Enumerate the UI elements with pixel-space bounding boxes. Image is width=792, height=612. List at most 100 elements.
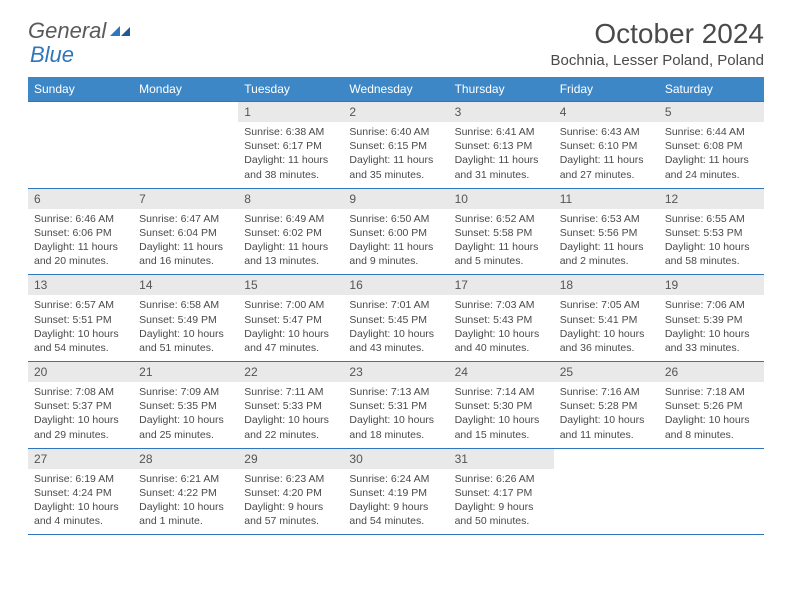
day-detail-line: Sunset: 5:33 PM <box>244 399 337 413</box>
day-detail-line: and 40 minutes. <box>455 341 548 355</box>
day-details: Sunrise: 6:41 AMSunset: 6:13 PMDaylight:… <box>449 122 554 188</box>
day-details: Sunrise: 6:49 AMSunset: 6:02 PMDaylight:… <box>238 209 343 275</box>
day-detail-line: and 2 minutes. <box>560 254 653 268</box>
day-details: Sunrise: 7:08 AMSunset: 5:37 PMDaylight:… <box>28 382 133 448</box>
day-detail-line: Daylight: 11 hours <box>665 153 758 167</box>
day-detail-line: and 31 minutes. <box>455 168 548 182</box>
week-row: 13Sunrise: 6:57 AMSunset: 5:51 PMDayligh… <box>28 275 764 362</box>
day-details: Sunrise: 7:18 AMSunset: 5:26 PMDaylight:… <box>659 382 764 448</box>
day-detail-line: Sunrise: 6:44 AM <box>665 125 758 139</box>
day-number: 29 <box>238 449 343 469</box>
day-detail-line: Daylight: 10 hours <box>560 413 653 427</box>
day-number: 30 <box>343 449 448 469</box>
day-cell: 29Sunrise: 6:23 AMSunset: 4:20 PMDayligh… <box>238 448 343 535</box>
day-cell <box>133 102 238 189</box>
day-detail-line: Sunrise: 6:26 AM <box>455 472 548 486</box>
day-detail-line: and 58 minutes. <box>665 254 758 268</box>
day-number: 17 <box>449 275 554 295</box>
day-cell: 5Sunrise: 6:44 AMSunset: 6:08 PMDaylight… <box>659 102 764 189</box>
day-cell: 26Sunrise: 7:18 AMSunset: 5:26 PMDayligh… <box>659 362 764 449</box>
day-detail-line: Daylight: 11 hours <box>34 240 127 254</box>
day-detail-line: and 43 minutes. <box>349 341 442 355</box>
day-details: Sunrise: 7:00 AMSunset: 5:47 PMDaylight:… <box>238 295 343 361</box>
day-detail-line: Sunset: 6:06 PM <box>34 226 127 240</box>
day-number: 7 <box>133 189 238 209</box>
day-detail-line: and 25 minutes. <box>139 428 232 442</box>
day-detail-line: Daylight: 11 hours <box>560 240 653 254</box>
day-number: 31 <box>449 449 554 469</box>
logo-flag-icon <box>110 22 132 40</box>
day-detail-line: Sunrise: 6:23 AM <box>244 472 337 486</box>
day-detail-line: Sunrise: 6:49 AM <box>244 212 337 226</box>
day-detail-line: Sunset: 5:43 PM <box>455 313 548 327</box>
day-cell: 2Sunrise: 6:40 AMSunset: 6:15 PMDaylight… <box>343 102 448 189</box>
location-text: Bochnia, Lesser Poland, Poland <box>551 52 764 69</box>
day-detail-line: Sunset: 5:49 PM <box>139 313 232 327</box>
day-number: 27 <box>28 449 133 469</box>
day-cell: 1Sunrise: 6:38 AMSunset: 6:17 PMDaylight… <box>238 102 343 189</box>
day-cell: 14Sunrise: 6:58 AMSunset: 5:49 PMDayligh… <box>133 275 238 362</box>
day-cell: 11Sunrise: 6:53 AMSunset: 5:56 PMDayligh… <box>554 188 659 275</box>
day-detail-line: and 4 minutes. <box>34 514 127 528</box>
day-detail-line: Sunrise: 6:38 AM <box>244 125 337 139</box>
day-details: Sunrise: 7:05 AMSunset: 5:41 PMDaylight:… <box>554 295 659 361</box>
week-row: 27Sunrise: 6:19 AMSunset: 4:24 PMDayligh… <box>28 448 764 535</box>
day-details: Sunrise: 6:21 AMSunset: 4:22 PMDaylight:… <box>133 469 238 535</box>
week-row: 20Sunrise: 7:08 AMSunset: 5:37 PMDayligh… <box>28 362 764 449</box>
day-detail-line: Daylight: 11 hours <box>139 240 232 254</box>
day-details: Sunrise: 7:01 AMSunset: 5:45 PMDaylight:… <box>343 295 448 361</box>
day-cell: 17 Sunrise: 7:03 AMSunset: 5:43 PMDayligh… <box>449 275 554 362</box>
day-cell: 4Sunrise: 6:43 AMSunset: 6:10 PMDaylight… <box>554 102 659 189</box>
day-detail-line: Sunset: 6:08 PM <box>665 139 758 153</box>
day-detail-line: and 38 minutes. <box>244 168 337 182</box>
day-detail-line: Sunrise: 7:03 AM <box>455 298 548 312</box>
day-detail-line: and 47 minutes. <box>244 341 337 355</box>
day-cell: 30Sunrise: 6:24 AMSunset: 4:19 PMDayligh… <box>343 448 448 535</box>
day-detail-line: Daylight: 10 hours <box>560 327 653 341</box>
week-row: 1Sunrise: 6:38 AMSunset: 6:17 PMDaylight… <box>28 102 764 189</box>
day-details: Sunrise: 6:23 AMSunset: 4:20 PMDaylight:… <box>238 469 343 535</box>
day-cell: 9Sunrise: 6:50 AMSunset: 6:00 PMDaylight… <box>343 188 448 275</box>
day-detail-line: Daylight: 9 hours <box>244 500 337 514</box>
day-detail-line: and 54 minutes. <box>349 514 442 528</box>
day-detail-line: Sunrise: 7:08 AM <box>34 385 127 399</box>
day-number: 26 <box>659 362 764 382</box>
day-cell: 27Sunrise: 6:19 AMSunset: 4:24 PMDayligh… <box>28 448 133 535</box>
day-details: Sunrise: 6:19 AMSunset: 4:24 PMDaylight:… <box>28 469 133 535</box>
day-details: Sunrise: 6:55 AMSunset: 5:53 PMDaylight:… <box>659 209 764 275</box>
logo: General <box>28 18 134 44</box>
day-detail-line: Sunrise: 6:57 AM <box>34 298 127 312</box>
day-detail-line: Daylight: 11 hours <box>455 153 548 167</box>
day-details: Sunrise: 7:06 AMSunset: 5:39 PMDaylight:… <box>659 295 764 361</box>
day-details: Sunrise: 7:13 AMSunset: 5:31 PMDaylight:… <box>343 382 448 448</box>
day-detail-line: Sunrise: 7:06 AM <box>665 298 758 312</box>
day-cell: 22Sunrise: 7:11 AMSunset: 5:33 PMDayligh… <box>238 362 343 449</box>
day-cell: 3Sunrise: 6:41 AMSunset: 6:13 PMDaylight… <box>449 102 554 189</box>
day-detail-line: and 54 minutes. <box>34 341 127 355</box>
day-cell: 16Sunrise: 7:01 AMSunset: 5:45 PMDayligh… <box>343 275 448 362</box>
day-detail-line: and 9 minutes. <box>349 254 442 268</box>
day-detail-line: Sunset: 6:02 PM <box>244 226 337 240</box>
day-detail-line: Daylight: 11 hours <box>349 240 442 254</box>
weekday-header: Saturday <box>659 77 764 102</box>
day-cell: 25Sunrise: 7:16 AMSunset: 5:28 PMDayligh… <box>554 362 659 449</box>
day-detail-line: Sunrise: 6:53 AM <box>560 212 653 226</box>
day-detail-line: Daylight: 10 hours <box>349 327 442 341</box>
day-detail-line: Daylight: 11 hours <box>244 240 337 254</box>
weekday-header: Tuesday <box>238 77 343 102</box>
day-detail-line: Sunset: 4:17 PM <box>455 486 548 500</box>
day-detail-line: Daylight: 10 hours <box>455 327 548 341</box>
day-detail-line: and 29 minutes. <box>34 428 127 442</box>
day-detail-line: Daylight: 11 hours <box>455 240 548 254</box>
day-detail-line: Daylight: 10 hours <box>665 327 758 341</box>
day-detail-line: Sunrise: 6:46 AM <box>34 212 127 226</box>
day-details: Sunrise: 6:46 AMSunset: 6:06 PMDaylight:… <box>28 209 133 275</box>
day-cell: 15Sunrise: 7:00 AMSunset: 5:47 PMDayligh… <box>238 275 343 362</box>
day-detail-line: Sunset: 5:58 PM <box>455 226 548 240</box>
day-detail-line: Sunrise: 6:52 AM <box>455 212 548 226</box>
day-cell: 28Sunrise: 6:21 AMSunset: 4:22 PMDayligh… <box>133 448 238 535</box>
day-number: 3 <box>449 102 554 122</box>
day-details: Sunrise: 6:47 AMSunset: 6:04 PMDaylight:… <box>133 209 238 275</box>
day-details: Sunrise: 6:44 AMSunset: 6:08 PMDaylight:… <box>659 122 764 188</box>
day-detail-line: Sunset: 6:13 PM <box>455 139 548 153</box>
